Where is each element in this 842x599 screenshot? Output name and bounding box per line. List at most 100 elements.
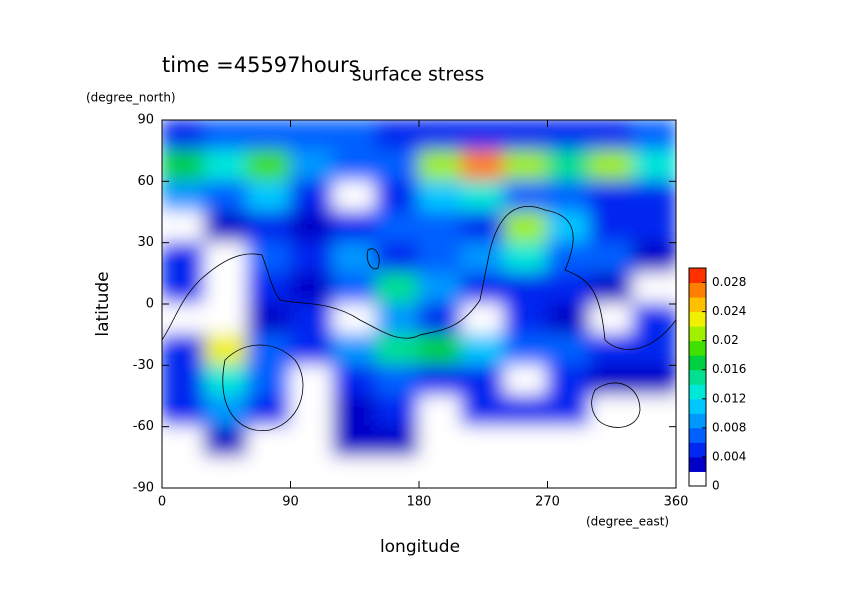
contour-cell xyxy=(289,303,335,336)
contour-cell xyxy=(162,303,206,336)
contour-cell xyxy=(203,272,249,305)
contour-cell xyxy=(632,272,676,305)
y-tick-label: 0 xyxy=(146,297,154,312)
contour-cell xyxy=(246,211,292,244)
contour-cell xyxy=(418,149,463,183)
contour-cell xyxy=(589,180,635,213)
contour-cell xyxy=(418,211,463,244)
colorbar-tick-label: 0 xyxy=(712,479,720,493)
coastlines xyxy=(162,206,676,432)
contour-cell xyxy=(332,241,378,275)
x-tick-label: 270 xyxy=(535,495,560,510)
contour-cell xyxy=(289,272,335,305)
colorbar-band xyxy=(689,413,706,429)
contour-cell xyxy=(332,364,378,397)
contour-cell xyxy=(418,395,463,428)
contour-cell xyxy=(546,180,592,213)
contour-cell xyxy=(546,395,592,428)
contour-cell xyxy=(203,241,249,275)
coastline xyxy=(222,344,304,432)
contour-cell xyxy=(589,120,635,152)
contour-cell xyxy=(632,303,676,336)
contour-cell xyxy=(418,333,463,367)
contour-cell xyxy=(503,211,549,244)
contour-cell xyxy=(460,149,506,183)
contour-cell xyxy=(418,364,463,397)
contour-cell xyxy=(546,241,592,275)
contour-cell xyxy=(460,180,506,213)
colorbar-tick-label: 0.004 xyxy=(712,449,746,463)
contour-cell xyxy=(289,120,335,152)
contour-cell xyxy=(375,364,420,397)
contour-cell xyxy=(162,395,206,428)
contour-cell xyxy=(460,303,506,336)
contour-cell xyxy=(546,333,592,367)
contour-cell xyxy=(289,241,335,275)
contour-cells xyxy=(162,120,676,488)
contour-cell xyxy=(503,272,549,305)
contour-field xyxy=(162,120,676,488)
contour-cell xyxy=(546,425,592,459)
contour-cell xyxy=(460,425,506,459)
contour-cell xyxy=(203,303,249,336)
x-tick-label: 0 xyxy=(158,495,166,510)
contour-cell xyxy=(289,211,335,244)
contour-cell xyxy=(589,425,635,459)
colorbar-band xyxy=(689,326,706,342)
contour-cell xyxy=(632,333,676,367)
contour-cell xyxy=(289,149,335,183)
contour-cell xyxy=(203,180,249,213)
contour-cell xyxy=(632,149,676,183)
contour-cell xyxy=(632,241,676,275)
contour-cell xyxy=(589,456,635,488)
colorbar-tick-label: 0.02 xyxy=(712,333,739,347)
colorbar-band xyxy=(689,471,706,487)
contour-cell xyxy=(203,120,249,152)
chart-title: surface stress xyxy=(352,64,485,86)
contour-cell xyxy=(246,425,292,459)
contour-cell xyxy=(503,241,549,275)
contour-cell xyxy=(332,395,378,428)
contour-cell xyxy=(460,211,506,244)
contour-cell xyxy=(503,149,549,183)
y-tick-label: -90 xyxy=(133,481,154,496)
contour-cell xyxy=(203,364,249,397)
contour-cell xyxy=(375,395,420,428)
contour-cell xyxy=(503,120,549,152)
contour-cell xyxy=(246,149,292,183)
contour-cell xyxy=(503,425,549,459)
contour-cell xyxy=(375,149,420,183)
contour-cell xyxy=(375,272,420,305)
contour-cell xyxy=(503,395,549,428)
contour-cell xyxy=(589,272,635,305)
contour-cell xyxy=(289,456,335,488)
contour-cell xyxy=(332,333,378,367)
contour-cell xyxy=(289,364,335,397)
contour-cell xyxy=(460,395,506,428)
colorbar-tick-label: 0.028 xyxy=(712,275,746,289)
contour-cell xyxy=(203,333,249,367)
x-axis-title: longitude xyxy=(380,537,460,557)
contour-cell xyxy=(632,456,676,488)
contour-cell xyxy=(162,120,206,152)
contour-cell xyxy=(246,180,292,213)
contour-cell xyxy=(375,180,420,213)
contour-cell xyxy=(332,303,378,336)
y-axis-title: latitude xyxy=(93,271,113,336)
contour-cell xyxy=(332,425,378,459)
y-tick-label: -60 xyxy=(133,419,154,434)
contour-cell xyxy=(375,456,420,488)
contour-cell xyxy=(632,211,676,244)
colorbar-band xyxy=(689,311,706,327)
contour-cell xyxy=(332,272,378,305)
contour-cell xyxy=(203,425,249,459)
contour-cell xyxy=(246,120,292,152)
contour-cell xyxy=(546,364,592,397)
colorbar-tick-label: 0.016 xyxy=(712,362,746,376)
contour-cell xyxy=(503,364,549,397)
contour-cell xyxy=(246,333,292,367)
contour-cell xyxy=(418,272,463,305)
contour-cell xyxy=(332,180,378,213)
colorbar-band xyxy=(689,340,706,356)
